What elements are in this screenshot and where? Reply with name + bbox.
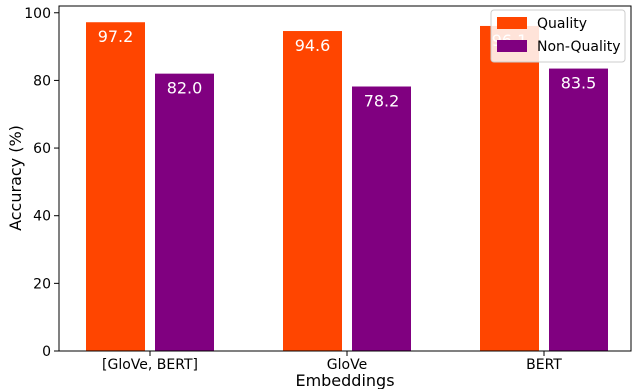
legend: Quality Non-Quality xyxy=(490,9,626,63)
data-label-quality-glove: 94.6 xyxy=(295,36,331,55)
y-tick-label: 60 xyxy=(33,141,51,157)
x-tick-label-glove-bert: [GloVe, BERT] xyxy=(102,357,198,373)
legend-label-quality: Quality xyxy=(537,16,587,32)
bar-quality-bert xyxy=(480,25,539,352)
x-axis-ticks: [GloVe, BERT] GloVe BERT xyxy=(102,351,562,373)
legend-swatch-non-quality xyxy=(497,40,527,52)
data-label-non-quality-glove: 78.2 xyxy=(364,92,400,111)
y-tick-label: 40 xyxy=(33,209,51,225)
y-tick-label: 80 xyxy=(33,73,51,89)
y-tick-label: 100 xyxy=(24,6,51,22)
bars-group xyxy=(86,22,608,352)
x-axis-title: Embeddings xyxy=(295,371,394,389)
data-label-quality-glove-bert: 97.2 xyxy=(98,27,134,46)
bar-non-quality-glove-bert xyxy=(155,73,214,351)
bar-non-quality-bert xyxy=(549,68,608,351)
bar-non-quality-glove xyxy=(352,86,411,351)
y-axis-ticks: 0 20 40 60 80 100 xyxy=(24,6,59,360)
bar-quality-glove-bert xyxy=(86,22,145,352)
y-tick-label: 0 xyxy=(42,344,51,360)
bar-quality-glove xyxy=(283,31,342,351)
data-label-non-quality-bert: 83.5 xyxy=(561,74,597,93)
data-label-non-quality-glove-bert: 82.0 xyxy=(167,79,203,98)
legend-swatch-quality xyxy=(497,17,527,29)
plot-frame xyxy=(58,5,632,352)
legend-label-non-quality: Non-Quality xyxy=(537,39,621,55)
data-labels-group: 97.282.094.678.296.183.5 xyxy=(98,27,597,110)
x-tick-label-glove: GloVe xyxy=(327,357,367,373)
y-tick-label: 20 xyxy=(33,276,51,292)
x-tick-label-bert: BERT xyxy=(526,357,562,373)
y-axis-title: Accuracy (%) xyxy=(6,125,25,231)
